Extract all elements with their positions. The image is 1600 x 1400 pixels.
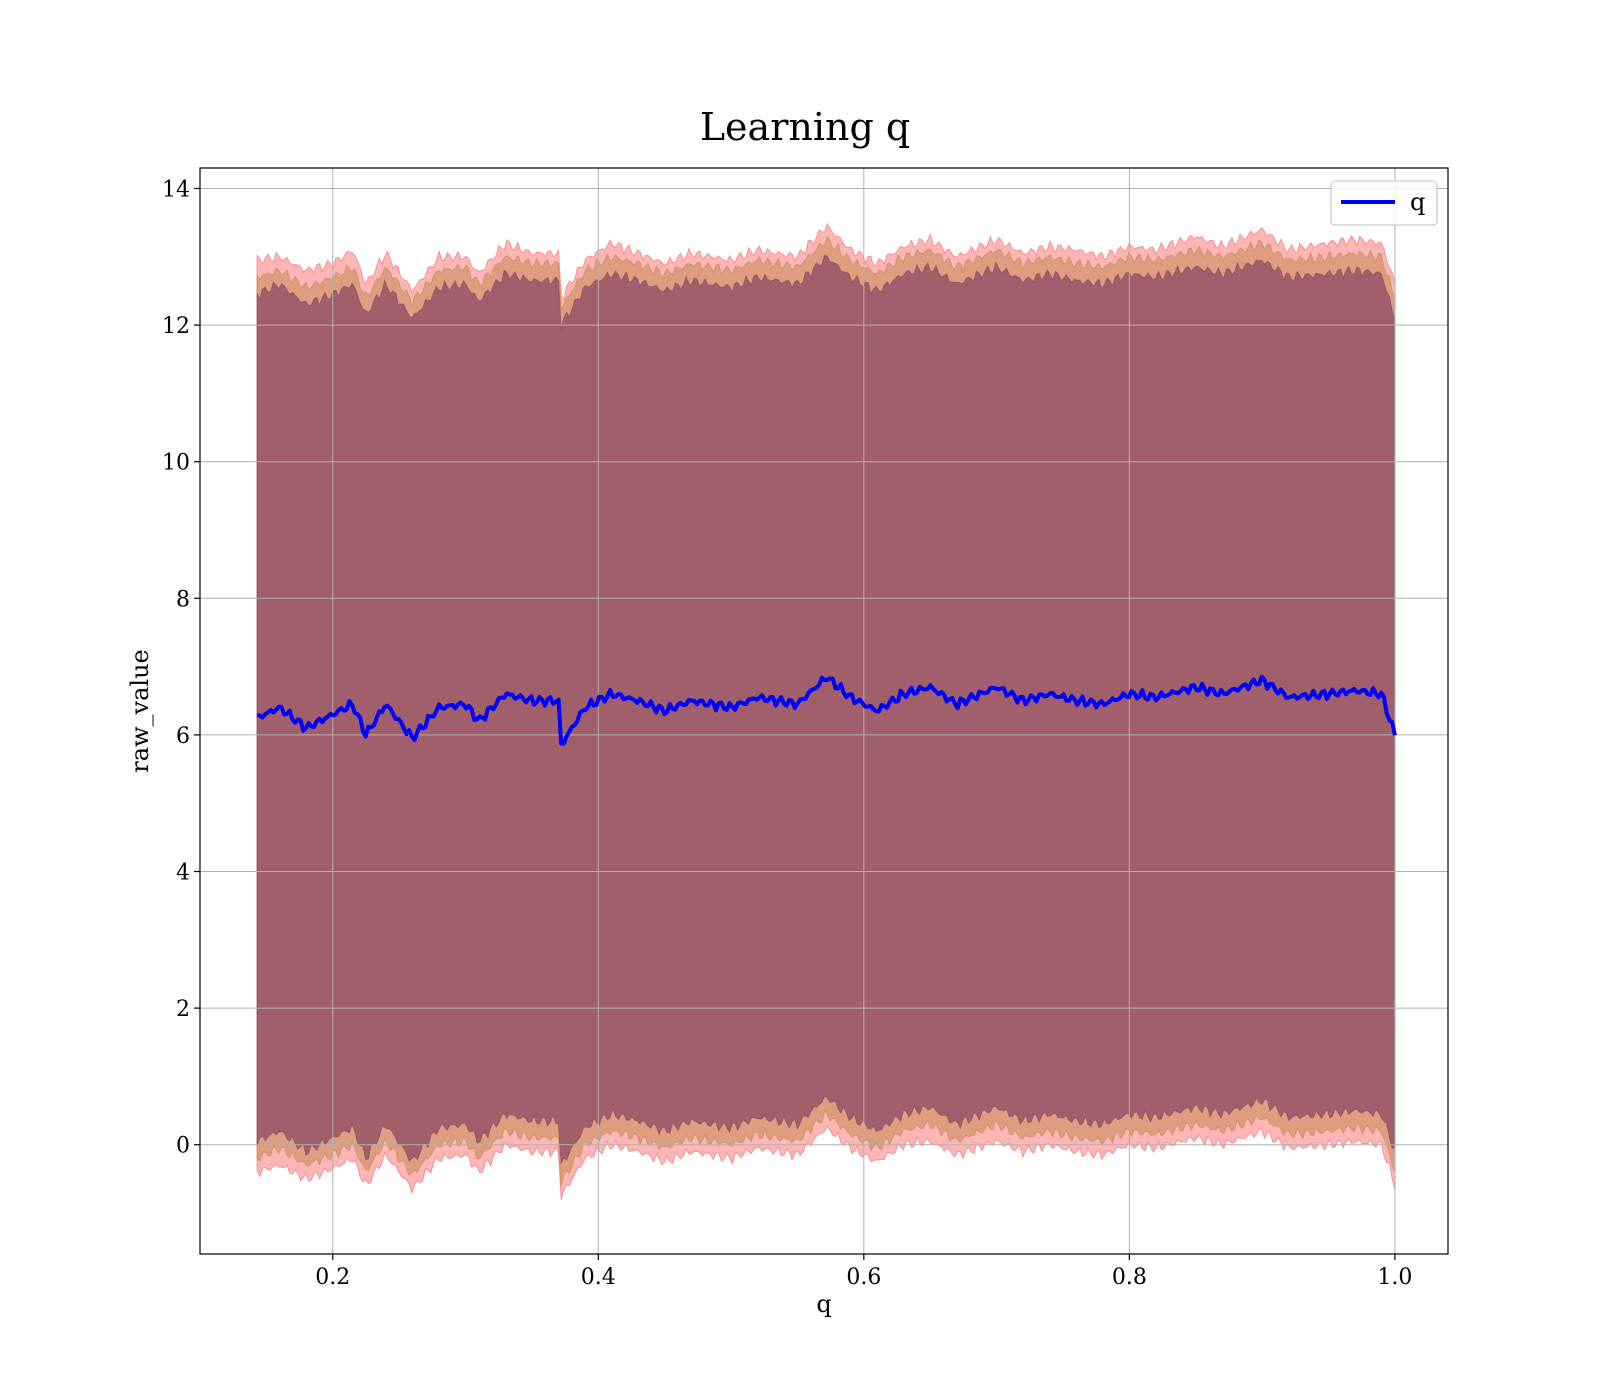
y-tick-label-7: 14 [162, 177, 190, 202]
x-tick-label-3: 0.8 [1112, 1265, 1147, 1290]
x-axis-ticks: 0.2 0.4 0.6 0.8 1.0 [315, 1254, 1412, 1290]
y-tick-label-6: 12 [162, 314, 190, 339]
band-inner [256, 254, 1396, 1165]
plot-area [200, 168, 1448, 1254]
y-axis-ticks: 0 2 4 6 8 10 12 14 [162, 177, 200, 1159]
x-axis-label: q [816, 1290, 831, 1318]
y-tick-label-5: 10 [162, 451, 190, 476]
y-tick-label-2: 4 [176, 861, 190, 886]
y-tick-label-3: 6 [176, 724, 190, 749]
legend-label-q: q [1410, 188, 1425, 216]
x-tick-label-0: 0.2 [315, 1265, 350, 1290]
y-tick-label-1: 2 [176, 997, 190, 1022]
legend: q [1330, 180, 1438, 226]
x-tick-label-2: 0.6 [846, 1265, 881, 1290]
confidence-bands [256, 222, 1396, 1200]
x-tick-label-4: 1.0 [1377, 1265, 1412, 1290]
series-line-q [256, 674, 1397, 746]
y-tick-label-0: 0 [176, 1134, 190, 1159]
x-tick-label-1: 0.4 [581, 1265, 616, 1290]
plot-frame [199, 167, 1449, 1255]
series-lines [256, 674, 1397, 746]
y-axis-label: raw_value [126, 649, 154, 773]
y-tick-label-4: 8 [176, 587, 190, 612]
chart-title: Learning q [700, 105, 910, 149]
